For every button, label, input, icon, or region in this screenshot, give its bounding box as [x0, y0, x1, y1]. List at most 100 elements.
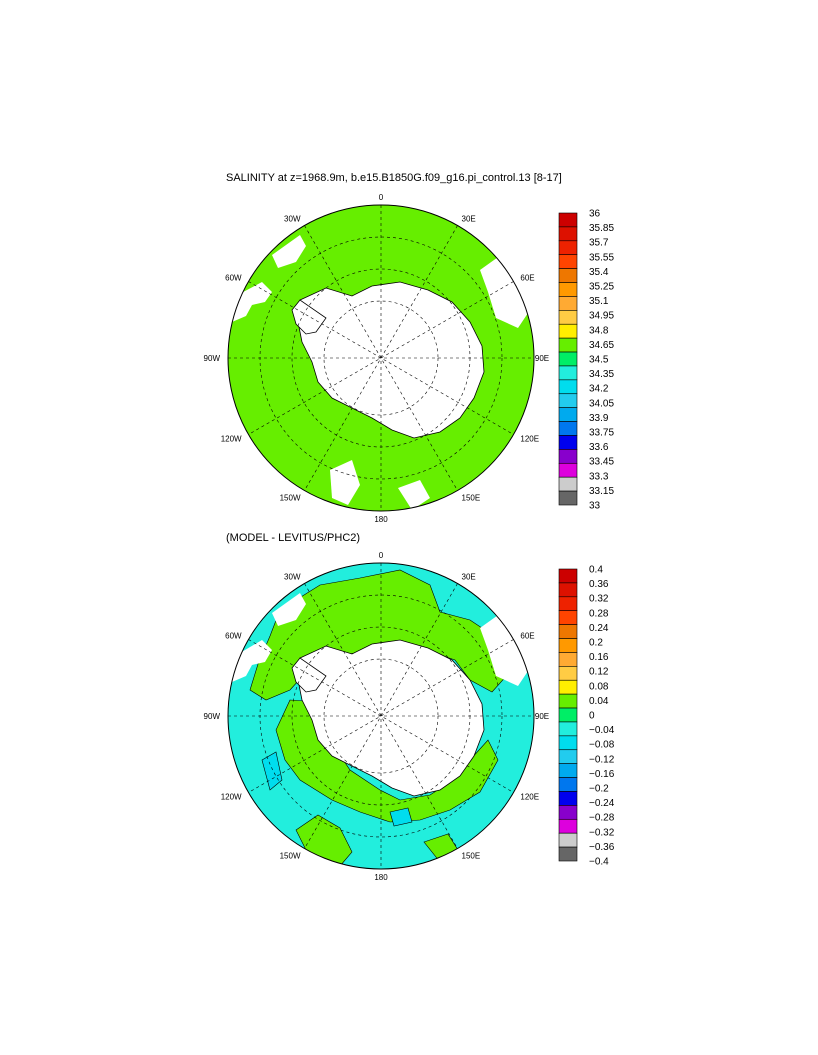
- colorbar-tick-label: 33: [589, 501, 601, 512]
- longitude-label: 120E: [520, 435, 539, 444]
- colorbar-swatch: [558, 596, 578, 612]
- colorbar-swatch: [558, 568, 578, 584]
- colorbar-swatch: [558, 818, 578, 834]
- map1-antarctic-peninsula: [291, 299, 327, 335]
- colorbar-swatch: [558, 490, 578, 506]
- longitude-label: 30W: [284, 573, 301, 582]
- longitude-label: 60W: [225, 274, 242, 283]
- colorbar-swatch: [558, 476, 578, 492]
- colorbar-tick-label: 0.08: [589, 681, 609, 692]
- longitude-label: 150W: [280, 851, 301, 860]
- colorbar-tick-label: 33.45: [589, 457, 614, 468]
- map2-positive-anomaly-region: [249, 569, 511, 701]
- colorbar-tick-label: 35.25: [589, 282, 614, 293]
- longitude-label: 90E: [535, 354, 549, 363]
- colorbar-swatch: [558, 638, 578, 653]
- colorbar-swatch: [558, 435, 578, 450]
- map1-antarctica-land: [297, 281, 485, 439]
- colorbar-tick-label: 34.5: [589, 355, 609, 366]
- longitude-label: 30E: [462, 215, 476, 224]
- colorbar-tick-label: −0.04: [589, 725, 615, 736]
- colorbar-swatch: [558, 652, 578, 667]
- longitude-label: 60W: [225, 632, 242, 641]
- colorbar-tick-label: 33.3: [589, 471, 609, 482]
- longitude-label: 60E: [520, 274, 534, 283]
- map1-missing-data-patch: [398, 480, 430, 510]
- colorbar-swatch: [558, 805, 578, 820]
- longitude-label: 30E: [462, 573, 476, 582]
- colorbar-swatch: [558, 365, 578, 381]
- colorbar-swatch: [558, 393, 578, 408]
- colorbar-tick-label: 34.05: [589, 398, 614, 409]
- colorbar-swatch: [558, 296, 578, 311]
- colorbar-swatch: [558, 624, 578, 639]
- colorbar-swatch: [558, 379, 578, 395]
- colorbar-tick-label: 34.8: [589, 325, 609, 336]
- map1-colorbar: 36 35.85 35.7 35.55 35.4 35.25 35.1 34.95 34.8 34…: [558, 209, 614, 512]
- colorbar-tick-label: −0.36: [589, 842, 615, 853]
- colorbar-tick-label: −0.28: [589, 813, 615, 824]
- map2-missing-data-patch: [272, 593, 306, 626]
- longitude-label: 90W: [204, 354, 221, 363]
- longitude-label: 120E: [520, 793, 539, 802]
- colorbar-swatch: [558, 407, 578, 422]
- colorbar-swatch: [558, 323, 578, 339]
- colorbar-tick-label: −0.08: [589, 740, 615, 751]
- colorbar-tick-label: 0.36: [589, 579, 609, 590]
- longitude-label: 60E: [520, 632, 534, 641]
- colorbar-swatch: [558, 735, 578, 751]
- longitude-label: 0: [379, 193, 384, 202]
- colorbar-tick-label: 35.55: [589, 252, 614, 263]
- colorbar-swatch: [558, 310, 578, 325]
- colorbar-tick-label: 33.9: [589, 413, 609, 424]
- longitude-label: 0: [379, 551, 384, 560]
- colorbar-tick-label: 0.2: [589, 638, 603, 649]
- colorbar-tick-label: 33.6: [589, 442, 609, 453]
- map2-south-america-land: [228, 640, 272, 682]
- colorbar-swatch: [558, 707, 578, 723]
- map2-positive-anomaly-region: [275, 699, 499, 823]
- colorbar-tick-label: −0.16: [589, 769, 615, 780]
- colorbar-swatch: [558, 749, 578, 764]
- longitude-label: 150E: [462, 851, 481, 860]
- map1-missing-data-patch: [330, 460, 360, 505]
- longitude-label: 90E: [535, 712, 549, 721]
- colorbar-tick-label: 0: [589, 711, 595, 722]
- longitude-label: 120W: [221, 435, 242, 444]
- map2-antarctica-land: [297, 639, 485, 797]
- colorbar-swatch: [558, 666, 578, 681]
- colorbar-tick-label: 34.65: [589, 340, 614, 351]
- map2-antarctic-peninsula: [291, 657, 327, 693]
- colorbar-swatch: [558, 791, 578, 806]
- map2-missing-data-patch: [480, 608, 530, 686]
- map2-polar-plot: 0 30E 60E 90E 120E 150E 180 150W 120W 90W 60W 30W: [204, 551, 550, 882]
- map2-negative-anomaly-region: [389, 807, 413, 827]
- colorbar-swatch: [558, 212, 578, 228]
- colorbar-tick-label: −0.2: [589, 784, 609, 795]
- colorbar-tick-label: 35.4: [589, 267, 609, 278]
- colorbar-swatch: [558, 337, 578, 353]
- colorbar-swatch: [558, 282, 578, 297]
- map1-south-america-land: [228, 282, 272, 322]
- colorbar-tick-label: 0.32: [589, 594, 609, 605]
- colorbar-swatch: [558, 351, 578, 367]
- colorbar-swatch: [558, 254, 578, 269]
- colorbar-tick-label: 35.1: [589, 296, 609, 307]
- longitude-label: 150E: [462, 493, 481, 502]
- map2-colorbar: 0.4 0.36 0.32 0.28 0.24 0.2 0.16 0.12 0.08 0.04 0 −…: [558, 565, 615, 868]
- colorbar-tick-label: −0.24: [589, 798, 615, 809]
- colorbar-tick-label: 0.16: [589, 652, 609, 663]
- longitude-label: 90W: [204, 712, 221, 721]
- colorbar-swatch: [558, 449, 578, 464]
- colorbar-tick-label: −0.4: [589, 857, 609, 868]
- colorbar-swatch: [558, 777, 578, 792]
- colorbar-swatch: [558, 582, 578, 598]
- colorbar-tick-label: 33.75: [589, 428, 614, 439]
- colorbar-swatch: [558, 226, 578, 242]
- colorbar-swatch: [558, 421, 578, 436]
- colorbar-tick-label: 0.04: [589, 696, 609, 707]
- longitude-label: 180: [374, 873, 388, 882]
- map1-polar-plot: 0 30E 60E 90E 120E 150E 180 150W 120W 90W 60W 30W: [204, 193, 550, 524]
- colorbar-swatch: [558, 679, 578, 695]
- colorbar-tick-label: 34.35: [589, 369, 614, 380]
